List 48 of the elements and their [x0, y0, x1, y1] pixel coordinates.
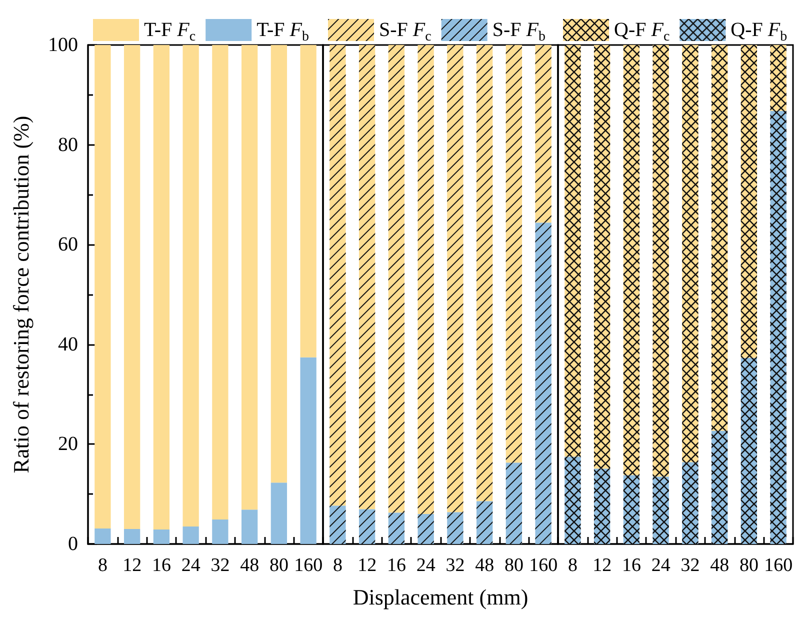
y-tick-label: 40 [58, 333, 78, 356]
x-tick-label: 12 [592, 555, 612, 576]
x-tick-label: 160 [764, 555, 793, 576]
x-tick-label: 80 [739, 555, 758, 576]
x-tick-label: 80 [504, 555, 524, 576]
x-tick-label: 24 [181, 555, 201, 576]
y-tick-label: 20 [58, 433, 78, 456]
bar [241, 45, 258, 510]
bar [124, 45, 140, 530]
bar [300, 45, 316, 358]
x-tick-label: 12 [122, 555, 142, 576]
x-tick-label: 8 [332, 555, 342, 576]
y-tick-label: 0 [68, 533, 78, 555]
x-tick-label: 32 [210, 555, 230, 576]
bar [124, 529, 140, 544]
x-tick-label: 16 [622, 555, 641, 576]
x-tick-label: 160 [529, 555, 558, 576]
x-axis-title: Displacement (mm) [352, 584, 528, 610]
bar [212, 45, 228, 520]
bar [153, 45, 170, 530]
x-tick-label: 24 [416, 555, 436, 576]
y-tick-label: 100 [48, 34, 78, 56]
y-tick-label: 80 [58, 134, 78, 156]
bar [270, 482, 288, 544]
x-tick-label: 48 [240, 555, 260, 576]
x-tick-label: 80 [269, 555, 288, 576]
x-tick-label: 8 [98, 555, 108, 576]
x-tick-label: 48 [475, 555, 494, 576]
bar [241, 510, 258, 544]
x-tick-label: 16 [152, 555, 171, 576]
x-tick-label: 32 [446, 555, 465, 576]
bar [212, 520, 228, 544]
x-tick-label: 8 [568, 555, 578, 576]
bar [182, 45, 199, 527]
x-tick-label: 48 [710, 555, 730, 576]
x-tick-label: 160 [294, 555, 323, 576]
bar [94, 528, 111, 544]
x-tick-label: 32 [680, 555, 700, 576]
x-tick-label: 16 [386, 555, 406, 576]
x-tick-label: 12 [358, 555, 377, 576]
bar [153, 530, 170, 544]
bar [270, 45, 288, 483]
x-tick-label: 24 [651, 555, 671, 576]
y-axis-title: Ratio of restoring force contribution (%) [8, 116, 34, 474]
bar [300, 357, 316, 544]
bar [182, 526, 199, 544]
bar [94, 45, 111, 529]
y-tick-label: 60 [58, 234, 78, 256]
